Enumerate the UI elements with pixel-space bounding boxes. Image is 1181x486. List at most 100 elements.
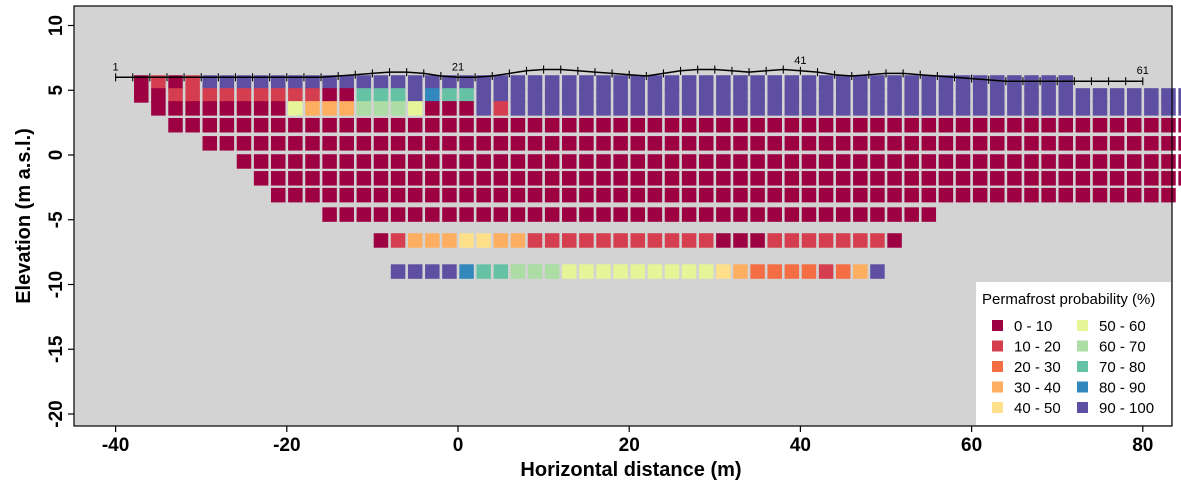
cell — [870, 75, 885, 90]
cell — [579, 233, 594, 248]
cell — [270, 187, 286, 203]
cell — [733, 88, 748, 103]
cell — [151, 88, 166, 103]
cell — [407, 117, 423, 133]
cell — [1092, 101, 1108, 116]
cell — [698, 117, 714, 133]
cell — [510, 207, 526, 222]
cell — [835, 233, 851, 248]
legend-label: 60 - 70 — [1099, 339, 1146, 356]
cell — [818, 154, 834, 169]
cell — [202, 136, 218, 151]
cell — [767, 154, 782, 169]
cell — [544, 154, 560, 169]
cell — [938, 187, 954, 203]
cell — [425, 171, 440, 186]
cell — [373, 136, 389, 151]
cell — [818, 88, 834, 103]
cell — [647, 136, 663, 151]
cell — [630, 101, 646, 116]
cell — [681, 171, 697, 186]
cell — [801, 171, 817, 186]
cell — [185, 101, 200, 116]
cell — [921, 187, 937, 203]
cell — [955, 187, 971, 203]
cell — [955, 154, 971, 169]
cell — [972, 171, 988, 186]
cell — [527, 264, 543, 279]
cell — [733, 233, 748, 248]
cell — [1024, 171, 1039, 186]
cell — [510, 136, 526, 151]
cell — [202, 101, 218, 116]
cell — [870, 88, 885, 103]
cell — [853, 187, 868, 203]
electrode-label: 41 — [794, 55, 806, 67]
cell — [596, 233, 611, 248]
cell — [990, 171, 1005, 186]
cell — [1041, 187, 1056, 203]
legend-label: 70 - 80 — [1099, 359, 1146, 376]
cell — [356, 154, 372, 169]
x-tick-label: 80 — [1132, 435, 1153, 456]
cell — [698, 187, 714, 203]
cell — [339, 207, 354, 222]
cell — [647, 171, 663, 186]
cell — [253, 136, 269, 151]
cell — [579, 154, 594, 169]
cell — [442, 207, 457, 222]
cell — [168, 117, 183, 133]
legend-label: 30 - 40 — [1014, 380, 1061, 397]
legend: Permafrost probability (%) 0 - 10 10 - 20 2… — [976, 282, 1171, 425]
cell — [493, 233, 509, 248]
cell — [1109, 117, 1125, 133]
cell — [1178, 101, 1181, 116]
cell — [168, 88, 183, 103]
cell — [305, 117, 320, 133]
cell — [1161, 117, 1176, 133]
cell — [253, 117, 269, 133]
cell — [921, 136, 937, 151]
cell — [134, 75, 149, 90]
cell — [716, 264, 731, 279]
legend-title: Permafrost probability (%) — [982, 291, 1155, 308]
cell — [562, 154, 577, 169]
cell — [698, 136, 714, 151]
cell — [767, 264, 782, 279]
cell — [579, 117, 594, 133]
cell — [630, 264, 646, 279]
cell — [493, 75, 509, 90]
cell — [767, 233, 782, 248]
cell — [1092, 136, 1108, 151]
cell — [322, 171, 337, 186]
cell — [750, 136, 765, 151]
cell — [972, 88, 988, 103]
cell — [904, 117, 919, 133]
cell — [990, 154, 1005, 169]
cell — [476, 101, 491, 116]
cell — [733, 154, 748, 169]
y-axis-title: Elevation (m a.s.l.) — [13, 128, 35, 304]
cell — [681, 101, 697, 116]
cell — [356, 171, 372, 186]
cell — [1041, 88, 1056, 103]
cell — [390, 264, 406, 279]
cell — [390, 207, 406, 222]
cell — [1041, 171, 1056, 186]
cell — [1109, 88, 1125, 103]
cell — [407, 187, 423, 203]
cell — [990, 101, 1005, 116]
cell — [750, 75, 765, 90]
cell — [1144, 136, 1159, 151]
cell — [425, 75, 440, 90]
cell — [1058, 171, 1074, 186]
cell — [476, 154, 491, 169]
cell — [1092, 187, 1108, 203]
cell — [270, 136, 286, 151]
cell — [904, 88, 919, 103]
cell — [579, 136, 594, 151]
cell — [168, 101, 183, 116]
cell — [904, 154, 919, 169]
cell — [373, 207, 389, 222]
cell — [596, 101, 611, 116]
